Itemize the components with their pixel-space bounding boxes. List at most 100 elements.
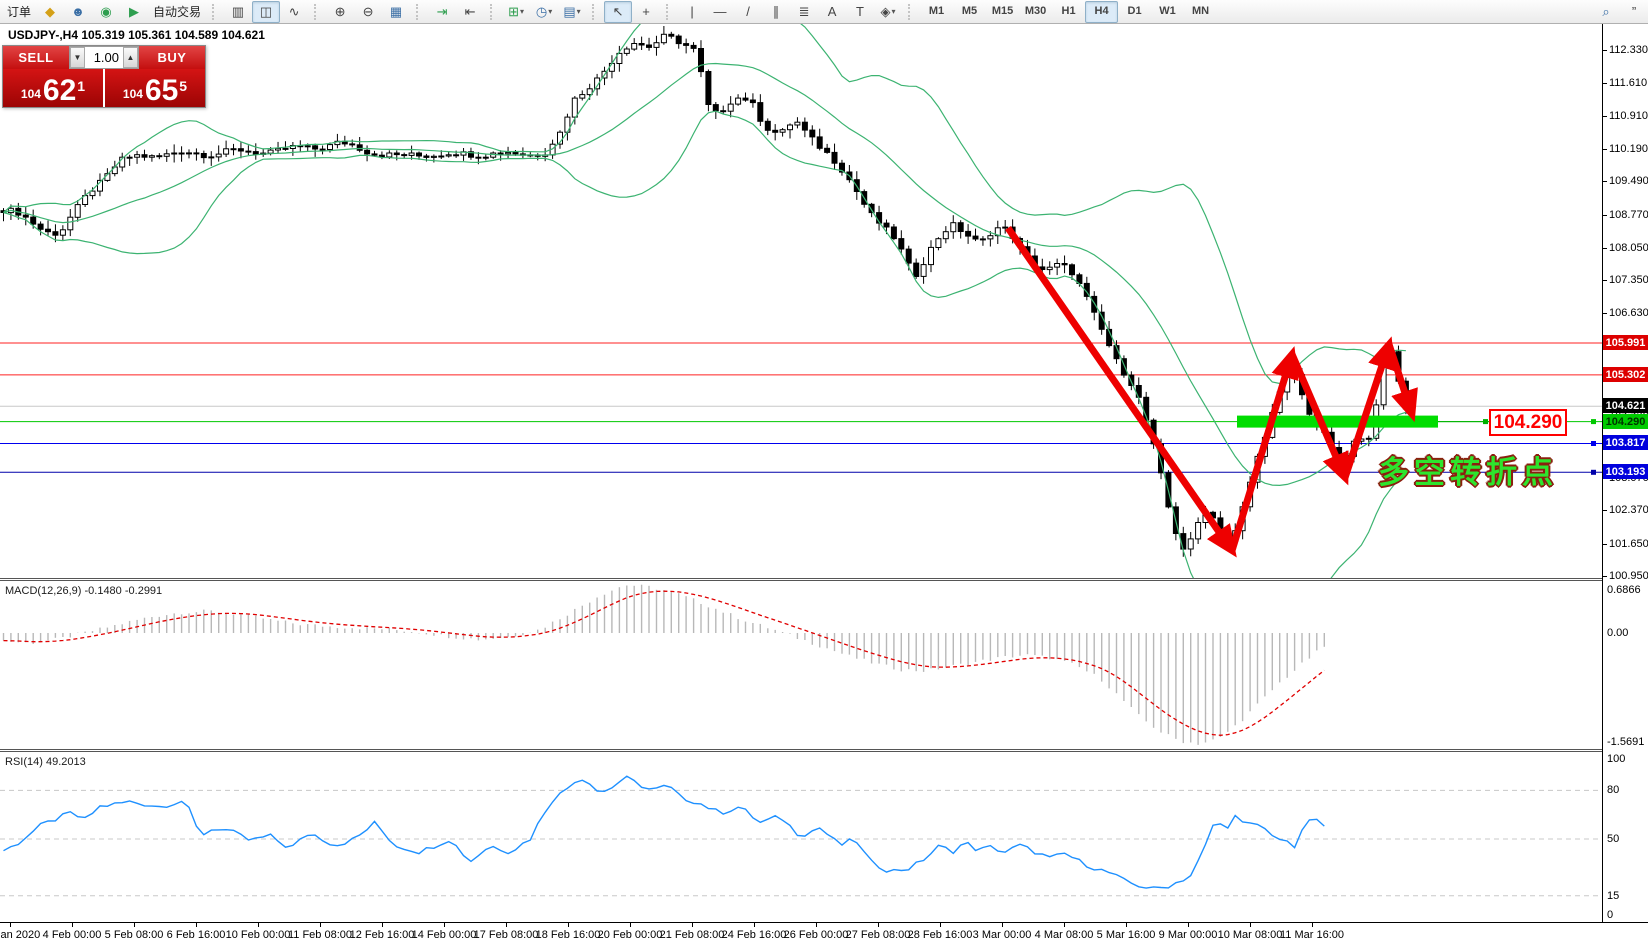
candle	[111, 166, 118, 175]
bar-chart-icon[interactable]: ▥	[231, 4, 245, 19]
panel-splitter-rsi[interactable]	[0, 749, 1648, 752]
macd-indicator-panel[interactable]	[0, 581, 1602, 749]
time-axis-label: 5 Feb 08:00	[104, 929, 164, 941]
candle	[319, 148, 326, 151]
text-icon[interactable]: A	[827, 4, 837, 19]
zoom-in-icon[interactable]: ⊕	[334, 4, 346, 19]
time-axis-label: 18 Feb 16:00	[535, 929, 601, 941]
time-axis-label: 4 Mar 08:00	[1034, 929, 1094, 941]
time-axis-tick	[1126, 923, 1127, 927]
periods-dropdown-icon[interactable]: ▾	[548, 6, 553, 16]
candle	[623, 48, 630, 54]
arrows-icon[interactable]: ◈ ▾	[880, 4, 896, 19]
support-zone-bar[interactable]	[1237, 415, 1438, 428]
timeframe-m1[interactable]: M1	[928, 5, 945, 17]
signals-icon[interactable]: ◉	[100, 4, 112, 19]
timeframe-w1[interactable]: W1	[1159, 5, 1176, 17]
candle	[423, 155, 430, 158]
trendline-icon[interactable]: /	[746, 4, 750, 19]
candle	[275, 147, 281, 151]
time-axis-label: 11 Feb 08:00	[287, 929, 353, 941]
candle	[327, 144, 333, 151]
crosshair-icon[interactable]: +	[642, 4, 650, 19]
price-tag-anchor-square	[1483, 419, 1488, 425]
time-axis-tick	[382, 923, 383, 927]
timeframe-group: M1 M5 M15 M30 H1 H4 D1 W1 MN	[920, 0, 1217, 23]
periods-icon[interactable]: ◷ ▾	[535, 4, 553, 19]
candle	[824, 147, 831, 153]
time-axis-tick	[506, 923, 507, 927]
tile-windows-icon[interactable]: ▦	[389, 4, 403, 19]
candle	[453, 154, 460, 157]
candle	[638, 43, 645, 46]
buy-price-button[interactable]: 104 65 5	[105, 69, 205, 107]
search-icon[interactable]: ⌕	[1602, 4, 1610, 19]
timeframe-m30[interactable]: M30	[1024, 5, 1047, 17]
quote-header: USDJPY-,H4 105.319 105.361 104.589 104.6…	[8, 28, 265, 42]
chat-icon[interactable]: ”	[1631, 4, 1637, 19]
volume-decrease-icon[interactable]: ▼	[70, 47, 85, 68]
volume-increase-icon[interactable]: ▲	[123, 47, 138, 68]
candle	[913, 262, 920, 278]
new-order-dropdown-icon[interactable]: ▾	[519, 6, 524, 16]
main-price-chart[interactable]	[0, 24, 1602, 578]
price-axis-tick: 101.650	[1603, 538, 1648, 550]
sell-price-button[interactable]: 104 62 1	[3, 69, 105, 107]
channel-icon[interactable]: ∥	[772, 4, 780, 19]
candlestick-chart-icon[interactable]: ◫	[252, 0, 281, 23]
zoom-out-icon[interactable]: ⊖	[362, 4, 374, 19]
time-axis-tick	[134, 923, 135, 927]
new-order-icon[interactable]: ⊞ ▾	[508, 4, 524, 19]
timeframe-m15[interactable]: M15	[991, 5, 1014, 17]
auto-scroll-icon[interactable]: ⇤	[464, 4, 476, 19]
candle	[668, 33, 675, 37]
timeframe-h1[interactable]: H1	[1061, 5, 1076, 17]
candle	[690, 44, 697, 49]
zigzag-arrow-segment	[1341, 336, 1395, 479]
candle	[698, 48, 704, 73]
candle	[720, 110, 727, 113]
support-price-tag[interactable]: 104.290	[1489, 409, 1567, 436]
price-axis[interactable]: 112.330 111.610 110.910 110.190 109.490 108.7…	[1602, 24, 1648, 922]
panel-splitter-macd[interactable]	[0, 578, 1648, 581]
line-chart-icon[interactable]: ∿	[288, 4, 300, 19]
volume-value[interactable]: 1.00	[93, 50, 119, 65]
horizontal-line-icon[interactable]: —	[713, 4, 727, 19]
candle	[67, 216, 74, 231]
timeframe-h4[interactable]: H4	[1085, 0, 1119, 23]
price-axis-tick: 102.370	[1603, 504, 1648, 516]
rsi-indicator-panel[interactable]	[0, 752, 1602, 922]
candle	[594, 77, 601, 90]
timeframe-mn[interactable]: MN	[1191, 5, 1210, 17]
cursor-icon[interactable]: ↖	[604, 0, 633, 23]
autotrading-icon[interactable]: ▶	[129, 4, 140, 19]
price-badge-104.621: 104.621	[1603, 398, 1648, 413]
chart-shift-icon[interactable]: ⇥	[436, 4, 448, 19]
candle	[1187, 538, 1194, 550]
candle	[972, 235, 979, 240]
candle	[816, 136, 823, 149]
sell-price-big: 62	[42, 74, 77, 107]
candle	[979, 238, 986, 241]
time-axis-tick	[1064, 923, 1065, 927]
candle	[965, 230, 972, 237]
timeframe-m5[interactable]: M5	[961, 5, 978, 17]
candle	[312, 145, 319, 150]
sell-button[interactable]: SELL	[3, 46, 69, 69]
gold-icon[interactable]: ◆	[45, 4, 56, 19]
buy-button[interactable]: BUY	[139, 46, 205, 69]
text-label-icon[interactable]: T	[856, 4, 864, 19]
templates-dropdown-icon[interactable]: ▾	[576, 6, 581, 16]
community-icon[interactable]: ☻	[71, 4, 85, 19]
trend-zigzag-arrows[interactable]	[1005, 226, 1418, 558]
vertical-line-icon[interactable]: |	[690, 4, 694, 19]
candle	[416, 152, 422, 157]
volume-stepper[interactable]: ▼ 1.00 ▲	[69, 46, 139, 69]
timeframe-d1[interactable]: D1	[1127, 5, 1142, 17]
arrows-dropdown-icon[interactable]: ▾	[891, 6, 896, 16]
templates-icon[interactable]: ▤ ▾	[563, 4, 581, 19]
candle	[1054, 263, 1061, 268]
fibonacci-icon[interactable]: ≣	[798, 4, 810, 19]
turning-point-annotation[interactable]: 多空转折点	[1378, 455, 1558, 490]
